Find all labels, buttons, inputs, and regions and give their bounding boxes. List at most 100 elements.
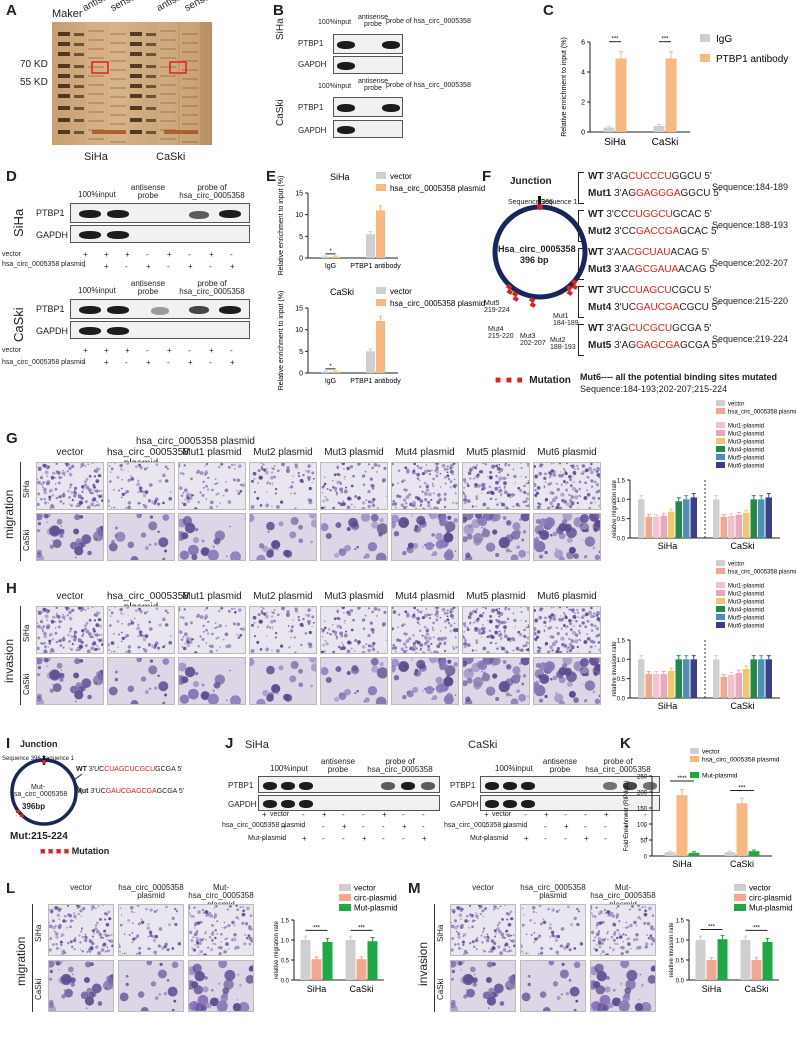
cell [209, 997, 219, 1007]
cell [405, 639, 410, 643]
cell [256, 496, 260, 500]
junction-mark [538, 196, 541, 208]
cell [500, 932, 505, 937]
cell-dots [108, 514, 170, 560]
cell [75, 492, 77, 495]
cell [98, 490, 100, 493]
cell [100, 633, 103, 636]
cell [49, 924, 53, 929]
cell [447, 477, 451, 481]
j-pm-mark: + [302, 834, 307, 843]
cell [322, 628, 325, 632]
cell [271, 483, 274, 486]
cell [108, 464, 111, 468]
cell [216, 920, 219, 923]
cell [245, 974, 253, 984]
cell [441, 607, 446, 612]
cell [571, 467, 574, 470]
cell [207, 1005, 210, 1007]
cell [196, 930, 198, 932]
cell [604, 912, 607, 914]
cell [46, 624, 51, 629]
cell [109, 471, 112, 473]
cell [431, 698, 433, 700]
cell [515, 529, 521, 536]
cell [92, 935, 95, 938]
cell [68, 647, 71, 649]
cell [567, 905, 570, 909]
cell [289, 485, 294, 489]
cell [217, 946, 220, 949]
cell [211, 488, 214, 492]
cell [453, 483, 458, 488]
bar [653, 516, 660, 538]
cell [421, 499, 423, 501]
cell [431, 627, 434, 629]
gel-lane [86, 22, 106, 145]
cell [504, 905, 506, 907]
cell [44, 645, 48, 649]
cell [515, 673, 521, 680]
cell [333, 486, 338, 491]
cell [290, 660, 299, 669]
cell [266, 491, 268, 493]
cell [52, 684, 54, 686]
cell [573, 961, 581, 969]
bar [675, 501, 682, 538]
cell [454, 943, 457, 946]
transwell-image [48, 960, 114, 1012]
cell [237, 918, 240, 920]
y-tick-label: 1.0 [281, 939, 290, 945]
cell [529, 919, 532, 922]
cell-dots [521, 905, 584, 955]
cell [586, 636, 591, 641]
cell [447, 621, 451, 625]
cell [203, 953, 207, 955]
cell [472, 982, 477, 987]
transwell-image [320, 657, 388, 705]
cell [570, 484, 574, 488]
cell [427, 503, 431, 508]
cell [526, 626, 528, 629]
cell [162, 514, 170, 521]
cell [556, 502, 561, 507]
cell [402, 550, 407, 556]
cell [94, 505, 97, 507]
cell [487, 635, 491, 639]
cell [72, 919, 74, 922]
cell [48, 642, 51, 645]
cell [639, 973, 642, 976]
cell [257, 469, 261, 473]
cell [569, 638, 572, 641]
i-circ-name: Mut-hsa_circ_0005358 [10, 784, 68, 798]
category-label: SiHa [604, 137, 626, 148]
cell [594, 554, 600, 560]
cell [69, 919, 73, 923]
legend-label: Mut4-plasmid [728, 448, 764, 454]
cell [219, 502, 222, 505]
cell [214, 626, 217, 630]
cell [519, 632, 522, 635]
cell [164, 609, 168, 612]
cell [81, 935, 85, 939]
cell [463, 492, 466, 496]
cell [419, 466, 423, 470]
cell [121, 492, 125, 496]
cell [370, 483, 375, 488]
cell [166, 467, 169, 470]
cell [612, 932, 617, 936]
cell-dots [463, 463, 529, 509]
cell [498, 471, 501, 474]
cell [201, 637, 205, 641]
cell [369, 621, 373, 625]
gel-band [110, 78, 126, 80]
cell [149, 934, 153, 937]
sig-stars: *** [738, 785, 746, 791]
cell [89, 635, 93, 639]
cell [92, 629, 97, 633]
cell [487, 1007, 490, 1010]
j-pm-mark: + [422, 834, 427, 843]
cell [517, 486, 521, 490]
cell [464, 625, 467, 628]
cell [575, 999, 579, 1003]
